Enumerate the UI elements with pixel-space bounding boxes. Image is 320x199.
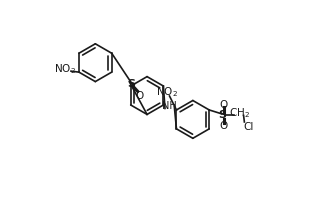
Text: Cl: Cl	[243, 122, 253, 132]
Text: NH: NH	[162, 101, 177, 111]
Text: O: O	[220, 100, 228, 110]
Text: O: O	[220, 121, 228, 131]
Text: NO$_2$: NO$_2$	[54, 63, 76, 76]
Text: CH$_2$: CH$_2$	[229, 106, 250, 120]
Text: S: S	[127, 79, 135, 89]
Text: O: O	[135, 91, 144, 101]
Text: S: S	[219, 110, 227, 120]
Text: NO$_2$: NO$_2$	[156, 85, 178, 99]
